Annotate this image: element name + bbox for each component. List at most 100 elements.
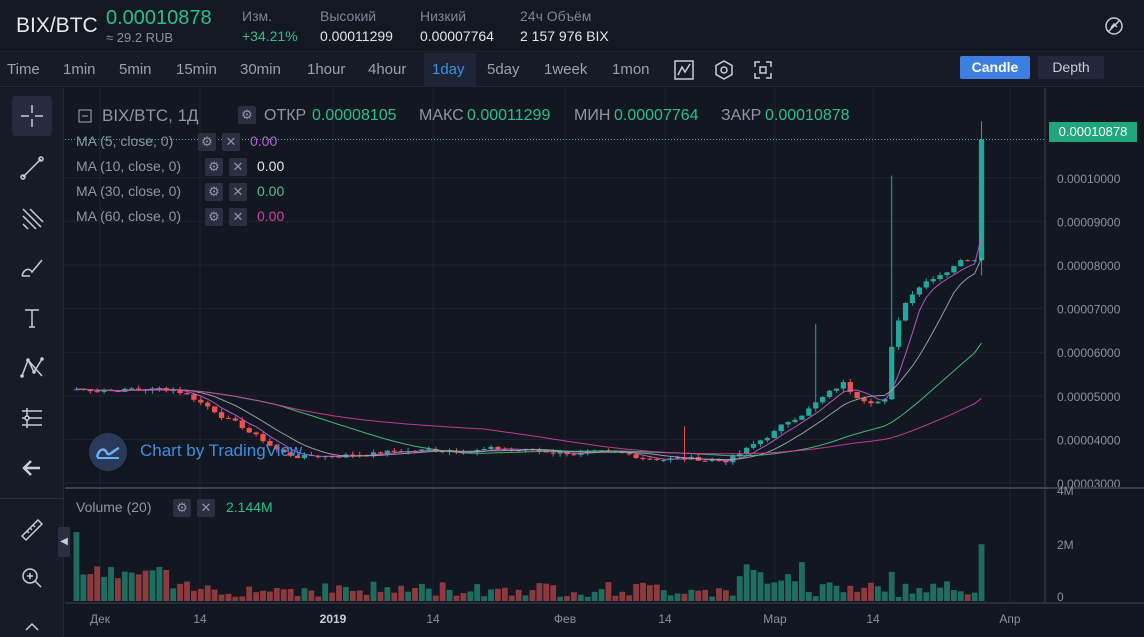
ma-10-close-icon[interactable]: ✕ [229,158,247,176]
candle-body [239,420,245,429]
ruler-icon [20,518,44,542]
volume-value: 2.144M [226,499,273,515]
tf-1week[interactable]: 1week [544,61,588,78]
volume-bar [197,589,204,601]
ma-60-label: MA (60, close, 0) [76,208,182,224]
volume-bar [501,587,508,601]
tradingview-watermark[interactable]: Chart by TradingView [88,432,302,477]
settings-icon[interactable] [712,58,736,82]
volume-bar [653,584,660,601]
volume-bar [108,567,114,601]
tf-15min[interactable]: 15min [176,61,217,78]
candle-body [253,432,259,435]
candle-body [944,272,950,276]
tf-30min[interactable]: 30min [240,61,281,78]
candle-body [488,446,494,450]
ma-60-settings-icon[interactable]: ⚙ [205,208,223,226]
volume-bar [591,591,598,601]
active-timeframe-highlight [424,53,476,87]
volume-bar [508,595,515,601]
collapse-toolbar-button[interactable]: ◀ [58,527,70,557]
volume-bar [115,578,121,601]
candle-body [778,424,784,431]
candle-button[interactable]: Candle [960,56,1030,79]
volume-bar [736,576,743,601]
tf-5min[interactable]: 5min [119,61,152,78]
ruler-tool[interactable] [12,510,52,550]
volume-bar [799,562,805,601]
hide-toolbar-tool[interactable] [12,448,52,488]
volume-bar [605,582,612,601]
tf-5day[interactable]: 5day [487,61,520,78]
volume-bar [481,596,487,601]
ma-5-close-icon[interactable]: ✕ [222,133,240,151]
pattern-tool[interactable] [12,348,52,388]
trendline-tool[interactable] [12,148,52,188]
measure-tool[interactable] [12,398,52,438]
volume-bar [211,589,218,601]
volume-bar [826,582,833,601]
volume-bar [239,596,246,601]
candle-body [647,458,653,460]
tf-1day[interactable]: 1day [432,61,465,78]
fullscreen-icon[interactable] [751,58,775,82]
stat-high: Высокий 0.00011299 [320,8,393,44]
volume-bar [868,582,874,601]
volume-bar [971,592,978,601]
volume-bar [909,593,916,601]
candle-body [426,448,432,450]
ma-60-close-icon[interactable]: ✕ [229,208,247,226]
candle-body [958,260,964,267]
fib-tool[interactable] [12,198,52,238]
fib-fan-icon [22,208,44,230]
collapse-legend-icon[interactable] [78,109,92,123]
candle-body [972,260,978,262]
volume-bar [343,587,349,601]
low-label: МИН [574,107,611,124]
tf-1mon[interactable]: 1mon [612,61,650,78]
text-tool[interactable] [12,298,52,338]
candle-body [951,266,957,273]
tf-1min[interactable]: 1min [63,61,96,78]
volume-bar [405,591,411,601]
candle-body [640,458,646,460]
tf-4hour[interactable]: 4hour [368,61,407,78]
candle-body [73,389,80,391]
high-value: 0.00011299 [467,107,551,124]
candle-body [267,441,273,446]
ma-5-settings-icon[interactable]: ⚙ [198,133,216,151]
volume-bar [349,590,356,601]
candle-body [481,449,487,451]
price-chart[interactable]: 0.000030000.000040000.000050000.00006000… [65,88,1144,637]
volume-bar [163,569,170,601]
volume-settings-icon[interactable]: ⚙ [173,499,191,517]
chart-type-icon[interactable] [672,58,696,82]
ma-30-settings-icon[interactable]: ⚙ [205,183,223,201]
volume-bar [895,596,902,601]
depth-button[interactable]: Depth [1038,56,1104,79]
candle-body [384,450,390,454]
price-tick-label: 0.00005000 [1057,390,1121,404]
ma-10-settings-icon[interactable]: ⚙ [205,158,223,176]
price-tick-label: 0.00008000 [1057,259,1121,273]
magnet-tool[interactable] [12,606,52,637]
brush-tool[interactable] [12,248,52,288]
volume-bar [391,592,398,601]
tf-time[interactable]: Time [7,61,40,78]
volume-bar [723,590,729,601]
volume-close-icon[interactable]: ✕ [197,499,215,517]
volume-bar [584,596,591,601]
volume-bar [356,590,363,601]
low-value: 0.00007764 [614,107,699,124]
candle-body [702,460,708,462]
tf-1hour[interactable]: 1hour [307,61,346,78]
crosshair-tool[interactable] [12,96,52,136]
legend-settings-icon[interactable]: ⚙ [238,106,256,124]
chart-area[interactable]: 0.00003000 0.00004000 0.00005000 0.00006000… [65,88,1144,637]
zoom-tool[interactable] [12,558,52,598]
legend-title: BIX/BTC, 1Д [102,106,199,125]
ma-30-close-icon[interactable]: ✕ [229,183,247,201]
volume-bar [128,572,135,601]
hide-chart-icon[interactable] [1102,14,1126,38]
volume-bar [564,596,570,601]
